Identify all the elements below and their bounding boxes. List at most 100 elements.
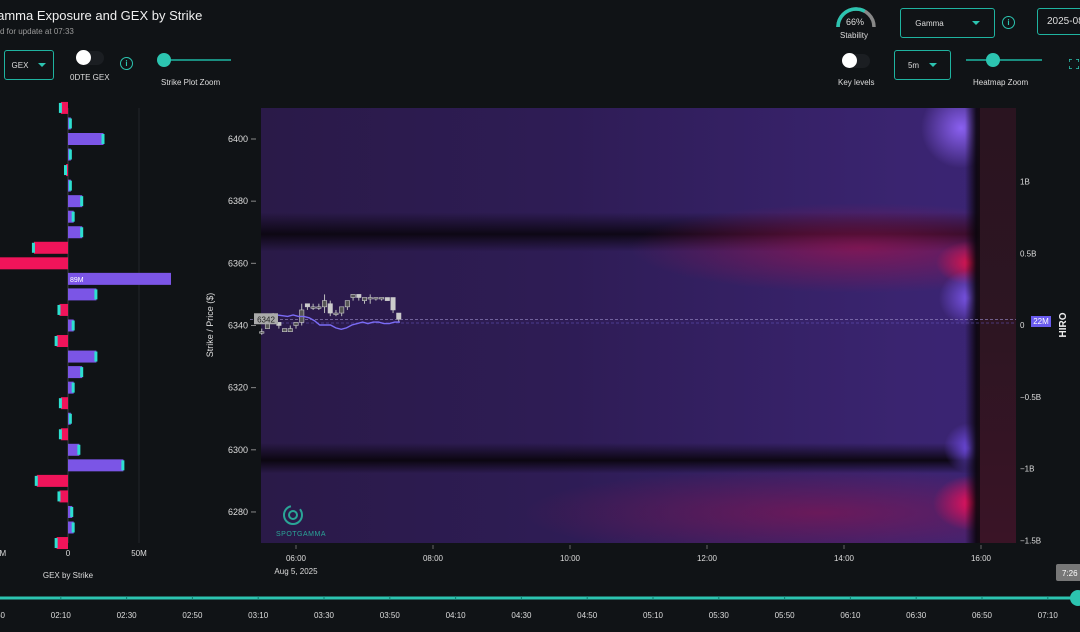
stability-label: Stability [840, 31, 869, 40]
logo-text: SPOTGAMMA [276, 531, 327, 538]
strike-tick-label: 6360 [228, 258, 248, 268]
timeline-label: 07:10 [1038, 611, 1059, 620]
gex-bar-marker [77, 444, 81, 455]
timeline-label: 05:30 [709, 611, 730, 620]
strike-tick-label: 6380 [228, 196, 248, 206]
timeline-label: 01:50 [0, 611, 6, 620]
candle-body [390, 297, 396, 311]
gex-bar [68, 459, 124, 472]
strike-zoom-slider[interactable] [158, 59, 231, 61]
gex-bar-marker [54, 336, 58, 347]
timeline-handle[interactable] [1070, 590, 1080, 606]
gex-bar [68, 366, 83, 379]
gex-bar [68, 226, 83, 239]
timeline-label: 03:10 [248, 611, 269, 620]
time-tick-label: 08:00 [423, 554, 444, 563]
chevron-down-icon [929, 63, 938, 67]
info-icon[interactable]: i [120, 57, 133, 70]
date-value: 2025-08-05 [1047, 16, 1080, 27]
gex-bar [36, 474, 68, 487]
timeline-label: 04:50 [577, 611, 598, 620]
interval-select[interactable]: 5m [894, 50, 951, 80]
timeline-label: 02:30 [117, 611, 138, 620]
gex-bar-marker [68, 180, 72, 191]
time-tick-label: 12:00 [697, 554, 718, 563]
heatmap-zoom-slider[interactable] [966, 59, 1042, 61]
hiro-tick-label: 0.5B [1020, 249, 1036, 258]
candle-body [361, 297, 367, 301]
timeline-current-badge [1056, 564, 1080, 581]
candle-body [316, 306, 322, 309]
key-levels-label: Key levels [838, 78, 875, 87]
gex-bar-marker [57, 304, 61, 315]
heatmap-edge [965, 108, 981, 543]
candle-body [287, 328, 293, 332]
gex-bar [68, 272, 171, 285]
candle-body [356, 294, 362, 298]
gex-bar-marker [68, 149, 72, 160]
gex-bar [68, 133, 104, 145]
hiro-current-badge [1031, 316, 1051, 327]
stability-gauge-fill [836, 7, 866, 28]
metric-select[interactable]: Gamma [900, 8, 995, 38]
gex-bar-marker [68, 413, 72, 424]
date-label: Aug 5, 2025 [274, 567, 318, 576]
strike-tick-label: 6400 [228, 134, 248, 144]
timeline-label: 06:30 [906, 611, 927, 620]
heatmap-zoom-label: Heatmap Zoom [973, 78, 1029, 87]
chevron-down-icon [971, 21, 980, 25]
key-levels-toggle[interactable] [842, 53, 870, 68]
time-tick-label: 06:00 [286, 554, 307, 563]
candle-body [339, 306, 345, 314]
gex-bar-marker [80, 196, 84, 207]
hiro-tick-label: −0.5B [1020, 393, 1041, 402]
info-icon[interactable]: i [1002, 16, 1015, 29]
gex-bar [68, 521, 74, 534]
gex-bar [68, 288, 97, 301]
gex-bar [59, 490, 68, 503]
gex-tick-label: -50M [0, 549, 6, 558]
gex-bar-marker [64, 165, 67, 176]
metric-value: Gamma [915, 18, 944, 28]
strike-zoom-handle[interactable] [157, 53, 171, 67]
candle-body [384, 297, 390, 301]
timeline-label: 06:50 [972, 611, 993, 620]
odte-gex-toggle[interactable] [76, 50, 104, 65]
gamma-heatmap[interactable] [261, 108, 1016, 543]
date-select[interactable]: 2025-08-05 [1037, 8, 1080, 35]
strike-tick-label: 6300 [228, 445, 248, 455]
hiro-axis-title: HIRO [1058, 312, 1069, 337]
chevron-down-icon [38, 63, 47, 67]
current-price-label: 6342 [257, 315, 275, 324]
gex-bar [0, 257, 68, 270]
gex-bar-marker [71, 320, 75, 331]
gex-type-value: GEX [11, 60, 29, 70]
heatmap-zoom-handle[interactable] [986, 53, 1000, 67]
spotgamma-logo: SPOTGAMMA [276, 504, 327, 538]
gex-bar [33, 241, 68, 254]
candle-body [293, 322, 299, 326]
candle-body [379, 297, 385, 300]
gex-bar-marker [71, 522, 75, 533]
gex-bar [68, 350, 97, 363]
gex-bar [68, 381, 74, 394]
gex-type-select[interactable]: GEX [4, 50, 54, 80]
timeline-label: 04:10 [446, 611, 467, 620]
gex-bar-marker [94, 351, 98, 362]
timeline-label: 05:50 [775, 611, 796, 620]
candle-body [304, 303, 310, 308]
gex-tick-label: 0 [66, 549, 71, 558]
candle-body [327, 303, 333, 314]
gex-bar-marker [121, 460, 125, 471]
candle-body [344, 300, 350, 308]
time-tick-label: 14:00 [834, 554, 855, 563]
gex-bar [60, 428, 68, 441]
current-price-badge [254, 313, 278, 325]
hiro-tick-label: −1B [1020, 465, 1034, 474]
gex-bar [60, 397, 68, 410]
gex-bar [68, 210, 74, 223]
page-title: Gamma Exposure and GEX by Strike [0, 8, 203, 23]
gex-bar-label: 89M [70, 277, 84, 284]
candle-body [350, 294, 356, 298]
candle-body [322, 300, 328, 308]
